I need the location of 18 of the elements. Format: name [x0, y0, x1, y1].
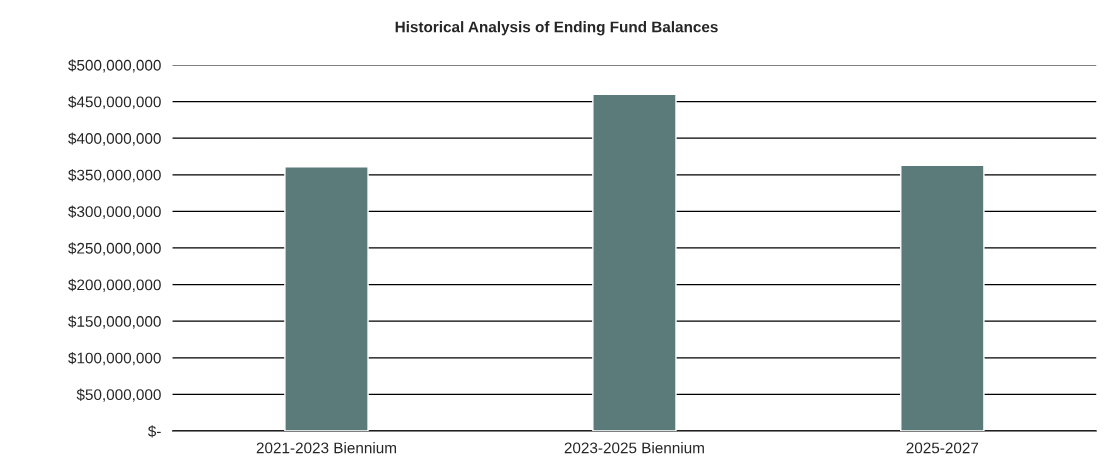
- bar: [284, 166, 369, 431]
- y-tick-label: $400,000,000: [68, 132, 161, 146]
- chart-title: Historical Analysis of Ending Fund Balances: [395, 21, 718, 36]
- y-tick-label: $-: [147, 425, 161, 438]
- bar: [592, 93, 677, 431]
- y-tick-label: $200,000,000: [68, 278, 161, 293]
- y-tick-label: $300,000,000: [68, 205, 161, 219]
- y-tick-label: $500,000,000: [68, 59, 161, 73]
- x-tick-label: 2025-2027: [906, 442, 979, 454]
- y-tick-label: $50,000,000: [76, 388, 161, 402]
- y-tick-label: $250,000,000: [68, 242, 161, 256]
- x-tick-label: 2021-2023 Biennium: [256, 442, 396, 454]
- y-tick-label: $350,000,000: [68, 169, 161, 183]
- y-tick-label: $450,000,000: [68, 95, 161, 110]
- y-tick-label: $150,000,000: [68, 315, 161, 329]
- y-tick-label: $100,000,000: [68, 352, 161, 366]
- bar: [900, 164, 985, 431]
- x-tick-label: 2023-2025 Biennium: [564, 442, 704, 454]
